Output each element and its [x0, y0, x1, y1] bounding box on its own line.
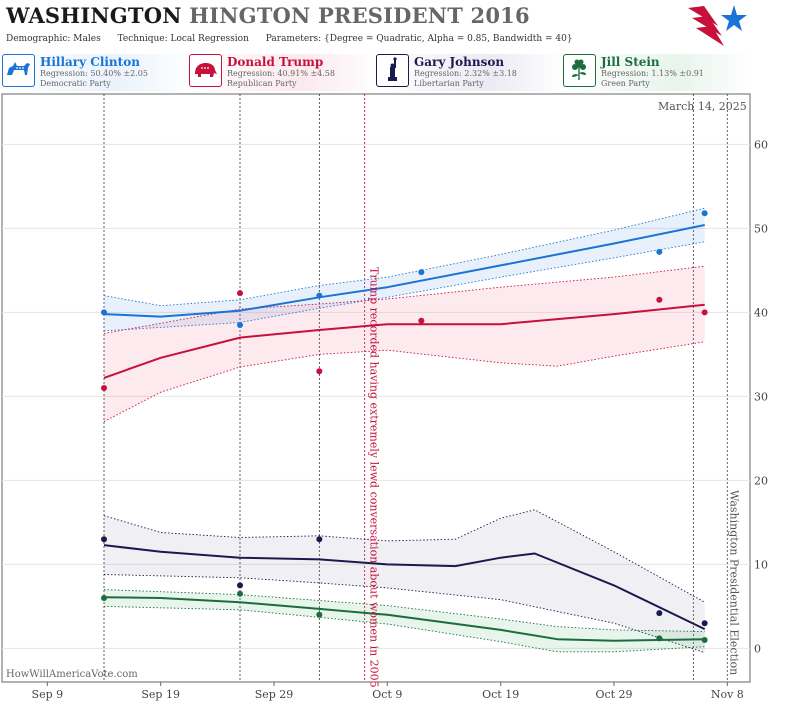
technique-label: Technique: Local Regression — [117, 34, 249, 44]
upper-bound-line — [103, 207, 705, 307]
y-tick-label: 20 — [754, 474, 768, 487]
y-tick-label: 60 — [754, 138, 768, 151]
flower-icon — [563, 54, 596, 87]
elephant-icon — [189, 54, 222, 87]
trend-line — [103, 596, 705, 642]
legend-trump-party: Republican Party — [227, 79, 297, 88]
poll-point — [101, 536, 107, 543]
legend-johnson: Gary Johnson Regression: 2.32% ±3.18 Lib… — [376, 54, 566, 91]
poll-point — [656, 248, 663, 255]
poll-point — [701, 309, 708, 316]
legend-stein-name: Jill Stein — [601, 55, 660, 69]
lower-bound-line — [103, 241, 705, 332]
upper-bound-line — [103, 509, 705, 603]
poll-point — [316, 292, 323, 299]
confidence-band — [104, 266, 705, 422]
demographic-label: Demographic: Males — [6, 34, 101, 44]
chart-plot-area: 0 10 20 30 40 50 60 Sep 9 Sep 19 Sep 29 Oct 9 Oct 1… — [1, 93, 768, 701]
poll-point — [656, 296, 663, 303]
upper-bound-line — [103, 589, 705, 633]
legend-johnson-party: Libertarian Party — [414, 79, 484, 88]
event-label: Washington Presidential Election — [727, 490, 740, 675]
y-tick-label: 30 — [754, 390, 768, 403]
parameters-label: Parameters: {Degree = Quadratic, Alpha =… — [265, 34, 573, 44]
x-tick-label: Sep 9 — [32, 688, 64, 701]
legend-trump-regression: Regression: 40.91% ±4.58 — [227, 69, 335, 78]
x-tick-label: Nov 8 — [711, 688, 744, 701]
poll-point — [418, 269, 425, 276]
x-tick-label: Sep 19 — [141, 688, 180, 701]
poll-point — [316, 611, 323, 618]
poll-point — [237, 290, 243, 297]
poll-point — [418, 317, 425, 324]
title-rest: HINGTON PRESIDENT 2016 — [189, 3, 530, 28]
plot-frame — [1, 93, 751, 683]
x-tick-label: Sep 29 — [255, 688, 294, 701]
site-credit: HowWillAmericaVote.com — [6, 669, 138, 680]
confidence-band — [104, 208, 705, 331]
legend-clinton: Hillary Clinton Regression: 50.40% ±2.05… — [2, 54, 192, 91]
statue-of-liberty-icon — [376, 54, 409, 87]
donkey-icon — [2, 54, 35, 87]
chart-title: WASHINGTON HINGTON PRESIDENT 2016 — [6, 3, 530, 28]
legend-johnson-regression: Regression: 2.32% ±3.18 — [414, 69, 517, 78]
poll-point — [237, 322, 243, 328]
legend-stein-party: Green Party — [601, 79, 650, 88]
legend-trump: Donald Trump Regression: 40.91% ±4.58 Re… — [189, 54, 379, 91]
y-tick-label: 10 — [754, 558, 768, 571]
legend-clinton-name: Hillary Clinton — [40, 55, 140, 69]
event-label: Trump recorded having extremely lewd con… — [368, 267, 381, 688]
poll-point — [101, 385, 107, 391]
chart-subtitle: Demographic: Males Technique: Local Regr… — [6, 34, 587, 44]
y-tick-label: 0 — [754, 642, 761, 655]
brand-logo-icon — [688, 5, 747, 46]
trend-line — [103, 303, 705, 379]
poll-point — [701, 637, 708, 643]
poll-point — [316, 368, 323, 375]
chart-header: WASHINGTON HINGTON PRESIDENT 2016 Demogr… — [0, 0, 789, 92]
x-tick-label: Oct 9 — [372, 688, 402, 701]
trend-line — [103, 224, 705, 318]
poll-point — [656, 610, 663, 617]
lower-bound-line — [103, 341, 705, 422]
poll-point — [316, 536, 323, 543]
trend-line — [103, 544, 706, 631]
confidence-band — [104, 509, 705, 653]
poll-point — [101, 309, 107, 316]
poll-point — [701, 210, 708, 217]
poll-point — [656, 635, 663, 642]
poll-point — [237, 582, 243, 589]
legend-clinton-party: Democratic Party — [40, 79, 111, 88]
legend-stein-regression: Regression: 1.13% ±0.91 — [601, 69, 704, 78]
x-tick-label: Oct 29 — [595, 688, 632, 701]
y-tick-label: 50 — [754, 222, 768, 235]
upper-bound-line — [103, 265, 705, 334]
legend-clinton-regression: Regression: 50.40% ±2.05 — [40, 69, 148, 78]
poll-point — [101, 595, 107, 601]
x-tick-label: Oct 19 — [482, 688, 519, 701]
legend-stein: Jill Stein Regression: 1.13% ±0.91 Green… — [563, 54, 753, 91]
title-state: WASHINGTON — [6, 3, 182, 28]
y-tick-label: 40 — [754, 306, 768, 319]
poll-point — [237, 590, 243, 597]
lower-bound-line — [103, 574, 705, 654]
legend-johnson-name: Gary Johnson — [414, 55, 505, 69]
legend-trump-name: Donald Trump — [227, 55, 324, 69]
confidence-band — [104, 589, 705, 652]
poll-point — [701, 620, 708, 627]
date-stamp: March 14, 2025 — [658, 100, 747, 113]
